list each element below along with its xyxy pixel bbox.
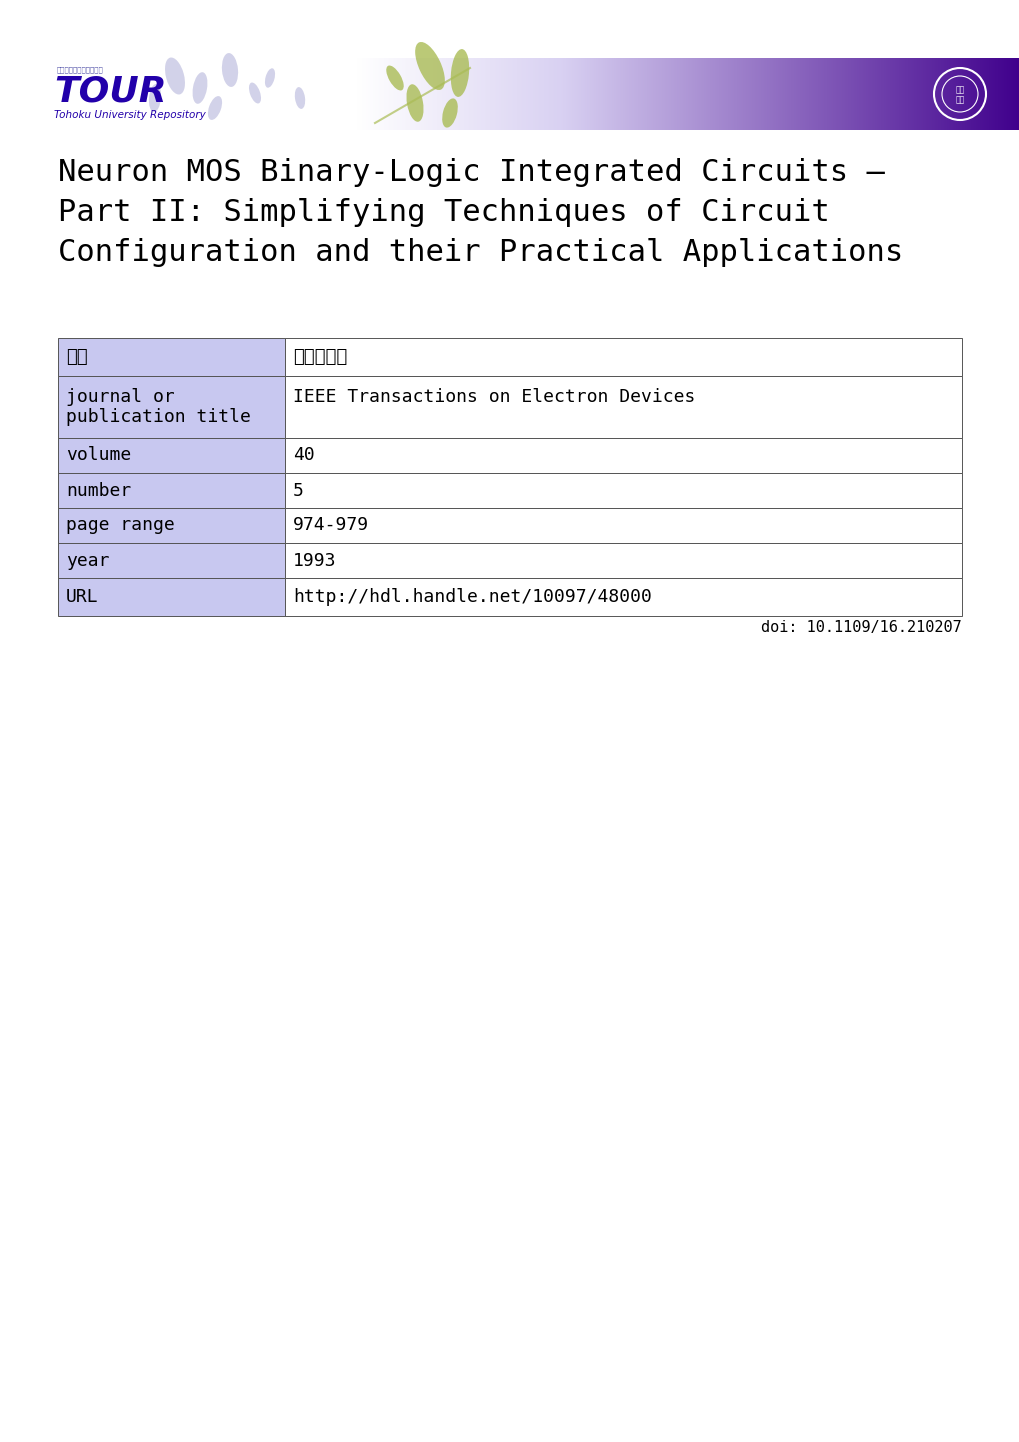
Ellipse shape	[406, 84, 423, 121]
Bar	[58, 544, 284, 578]
Ellipse shape	[386, 65, 404, 91]
Text: 大学: 大学	[955, 95, 964, 104]
Text: number: number	[66, 482, 131, 499]
Ellipse shape	[294, 87, 305, 110]
Text: doi: 10.1109/16.210207: doi: 10.1109/16.210207	[760, 620, 961, 634]
Bar	[58, 337, 284, 376]
Text: URL: URL	[66, 588, 99, 606]
Text: 東北大学機関リポジトリ: 東北大学機関リポジトリ	[57, 66, 104, 72]
Ellipse shape	[149, 84, 161, 112]
Ellipse shape	[450, 49, 469, 97]
Bar	[284, 473, 961, 508]
Text: year: year	[66, 551, 109, 570]
Text: 著者: 著者	[66, 348, 88, 366]
Text: TOUR: TOUR	[54, 75, 166, 110]
Bar	[58, 438, 284, 473]
Text: 1993: 1993	[292, 551, 336, 570]
Bar	[284, 337, 961, 376]
Bar	[58, 578, 284, 616]
Bar	[284, 578, 961, 616]
Bar	[58, 473, 284, 508]
Bar	[284, 544, 961, 578]
Text: Part II: Simplifying Techniques of Circuit: Part II: Simplifying Techniques of Circu…	[58, 198, 828, 226]
Bar	[284, 508, 961, 544]
Ellipse shape	[249, 82, 261, 104]
Text: page range: page range	[66, 516, 174, 535]
Text: journal or: journal or	[66, 388, 174, 407]
Text: 大見　忠弘: 大見 忠弘	[292, 348, 347, 366]
Text: IEEE Transactions on Electron Devices: IEEE Transactions on Electron Devices	[292, 388, 695, 407]
Ellipse shape	[415, 42, 444, 89]
Text: 東北: 東北	[955, 85, 964, 95]
Text: 974-979: 974-979	[292, 516, 369, 535]
Text: http://hdl.handle.net/10097/48000: http://hdl.handle.net/10097/48000	[292, 588, 651, 606]
Text: Configuration and their Practical Applications: Configuration and their Practical Applic…	[58, 238, 903, 267]
Ellipse shape	[442, 98, 458, 127]
Bar	[284, 376, 961, 438]
Text: 40: 40	[292, 447, 315, 464]
Text: Tohoku University Repository: Tohoku University Repository	[54, 110, 206, 120]
Text: publication title: publication title	[66, 408, 251, 425]
Bar	[284, 438, 961, 473]
Text: volume: volume	[66, 447, 131, 464]
Ellipse shape	[265, 68, 275, 88]
Ellipse shape	[165, 58, 184, 95]
Ellipse shape	[222, 53, 237, 87]
Ellipse shape	[208, 97, 222, 120]
Ellipse shape	[193, 72, 207, 104]
Text: Neuron MOS Binary-Logic Integrated Circuits –: Neuron MOS Binary-Logic Integrated Circu…	[58, 159, 884, 187]
Bar	[58, 508, 284, 544]
Text: 5: 5	[292, 482, 304, 499]
Bar	[58, 376, 284, 438]
